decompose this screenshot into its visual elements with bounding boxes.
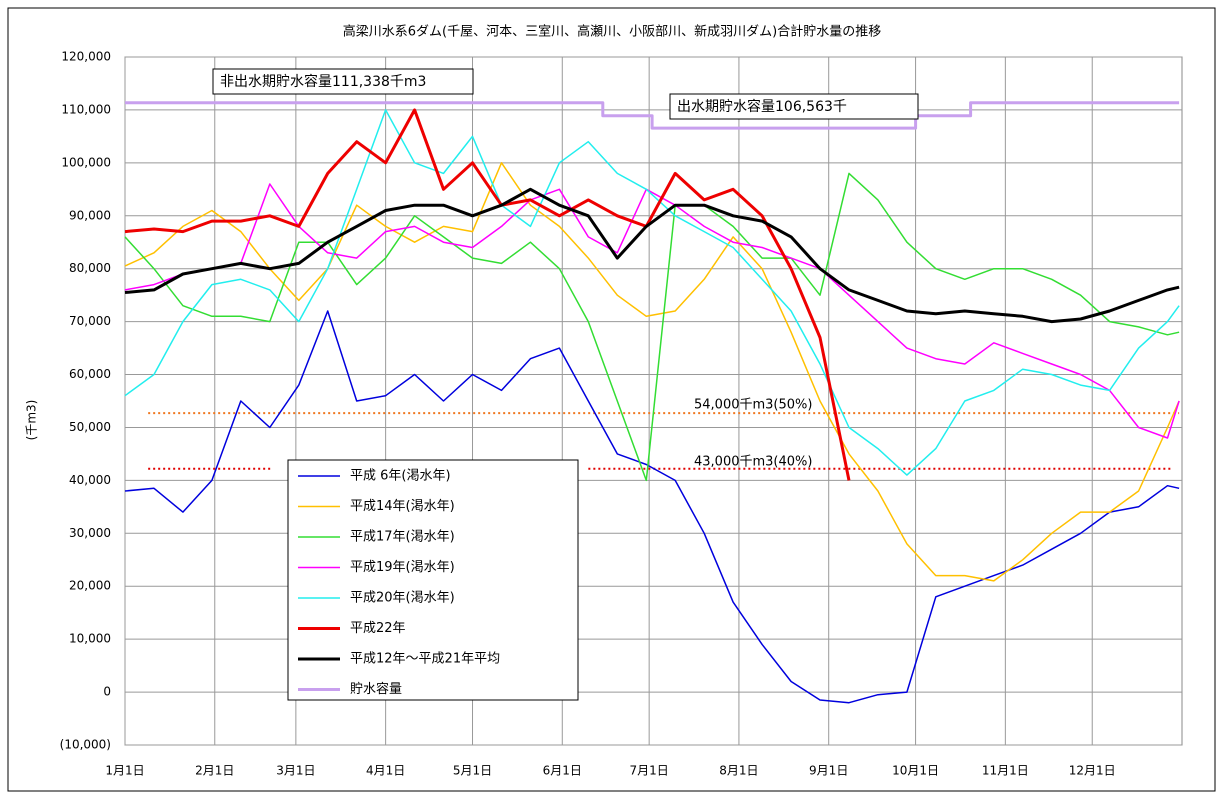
annotation-box [669,93,919,120]
x-tick-label: 1月1日 [105,764,144,778]
y-tick-label: 100,000 [61,155,111,169]
legend-label: 平成20年(渇水年) [350,590,455,606]
annotation-box [212,68,474,95]
annotations: 非出水期貯水容量111,338千m3 出水期貯水容量106,563千 54,00… [212,68,919,470]
legend-label: 貯水容量 [350,681,402,697]
annotation: 54,000千m3(50%) [694,398,812,413]
y-tick-label: 120,000 [61,50,111,64]
y-tick-label: 60,000 [69,367,111,381]
series-line [124,108,851,481]
legend-label: 平成 6年(渇水年) [350,468,451,484]
y-axis-label: (千m3) [25,400,39,441]
x-tick-label: 6月1日 [543,764,582,778]
legend-label: 平成22年 [350,621,406,636]
x-tick-label: 9月1日 [809,764,848,778]
x-tick-label: 10月1日 [892,764,939,778]
y-tick-label: 30,000 [69,526,111,540]
series-line [124,187,1180,324]
x-tick-label: 7月1日 [630,764,669,778]
x-tick-label: 8月1日 [719,764,758,778]
legend: 平成 6年(渇水年) 平成14年(渇水年) 平成17年(渇水年) 平成19年(渇水年)… [287,459,579,701]
legend-label: 平成19年(渇水年) [350,559,455,575]
plot-background [124,56,1183,746]
series-line [125,101,1180,130]
y-tick-label: 90,000 [69,208,111,222]
x-tick-label: 5月1日 [453,764,492,778]
y-tick-label: (10,000) [60,738,111,752]
series-line [124,310,1180,704]
x-tick-label: 12月1日 [1069,764,1116,778]
x-tick-label: 4月1日 [366,764,405,778]
y-tick-label: 20,000 [69,579,111,593]
legend-label: 平成17年(渇水年) [350,529,455,545]
annotation: 43,000千m3(40%) [694,455,812,470]
y-tick-label: 70,000 [69,314,111,328]
annotation: 非出水期貯水容量111,338千m3 [220,73,426,90]
chart-title: 高梁川水系6ダム(千屋、河本、三室川、高瀬川、小阪部川、新成羽川ダム)合計貯水量… [343,24,881,40]
x-tick-label: 3月1日 [276,764,315,778]
series-line [124,162,1180,582]
series-line [124,172,1180,482]
y-tick-label: 0 [103,685,111,699]
x-tick-label: 11月1日 [982,764,1029,778]
annotation: 出水期貯水容量106,563千 [677,98,847,115]
y-tick-label: 110,000 [61,102,111,116]
y-tick-label: 40,000 [69,473,111,487]
plot-area: (10,000) 0 10,000 20,000 30,000 40,000 50,000 6… [60,50,1183,778]
y-tick-label: 10,000 [69,632,111,646]
x-tick-label: 2月1日 [195,764,234,778]
y-tick-label: 80,000 [69,261,111,275]
legend-label: 平成14年(渇水年) [350,498,455,514]
y-tick-label: 50,000 [69,420,111,434]
legend-label: 平成12年〜平成21年平均 [350,652,500,667]
